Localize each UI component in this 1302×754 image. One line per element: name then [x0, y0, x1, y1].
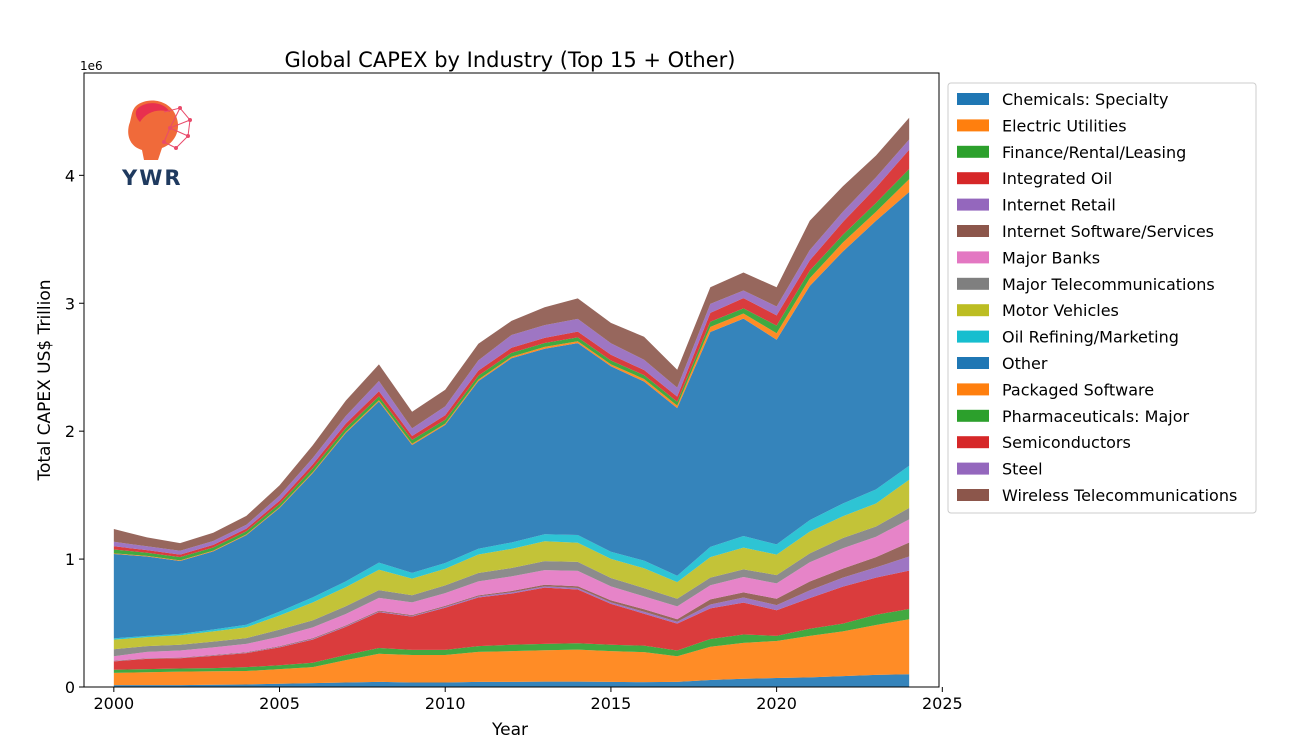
legend-swatch-chemicals-specialty — [957, 93, 989, 105]
x-tick-label: 2010 — [425, 694, 466, 713]
legend-swatch-finance-rental-leasing — [957, 145, 989, 158]
legend-label-electric-utilities: Electric Utilities — [1002, 116, 1127, 135]
y-axis-scale-label: 1e6 — [80, 59, 103, 73]
x-tick-label: 2025 — [922, 694, 963, 713]
legend-swatch-integrated-oil — [957, 172, 989, 185]
x-tick-label: 2005 — [259, 694, 300, 713]
area-motor-vehicles — [113, 479, 910, 650]
legend-swatch-other — [957, 357, 989, 369]
area-finance-rental-leasing — [113, 608, 910, 673]
legend-swatch-motor-vehicles — [957, 304, 989, 317]
legend-label-finance-rental-leasing: Finance/Rental/Leasing — [1002, 143, 1186, 162]
legend-label-steel: Steel — [1002, 460, 1043, 479]
x-axis-label: Year — [491, 720, 528, 740]
legend-label-packaged-software: Packaged Software — [1002, 380, 1154, 399]
legend-swatch-major-telecommunications — [957, 277, 989, 290]
legend: Chemicals: Specialty Electric Utilities Fi… — [947, 82, 1257, 514]
legend-label-oil-refining-marketing: Oil Refining/Marketing — [1002, 328, 1179, 347]
y-tick-label: 2 — [65, 422, 75, 441]
area-chemicals-specialty — [113, 674, 910, 687]
legend-label-major-telecommunications: Major Telecommunications — [1002, 275, 1215, 294]
legend-label-integrated-oil: Integrated Oil — [1002, 169, 1112, 188]
legend-label-other: Other — [1002, 354, 1048, 373]
y-axis-ticks: 0 1 2 3 4 — [65, 166, 84, 697]
area-electric-utilities — [113, 619, 910, 686]
area-wireless-telecommunications — [113, 117, 910, 551]
plot-frame — [83, 72, 940, 688]
legend-label-major-banks: Major Banks — [1002, 248, 1100, 267]
legend-label-internet-retail: Internet Retail — [1002, 196, 1116, 215]
legend-swatch-steel — [957, 462, 989, 475]
logo-head-highlight — [135, 103, 170, 122]
legend-swatch-packaged-software — [957, 383, 989, 396]
y-tick-label: 4 — [65, 166, 75, 185]
legend-swatch-pharmaceuticals-major — [957, 409, 989, 422]
area-integrated-oil — [113, 570, 910, 670]
ywr-logo — [128, 100, 192, 160]
logo-nodes — [162, 106, 192, 150]
legend-label-wireless-telecommunications: Wireless Telecommunications — [1002, 486, 1237, 505]
legend-swatch-internet-retail — [957, 198, 989, 211]
chart-title: Global CAPEX by Industry (Top 15 + Other… — [285, 48, 736, 72]
y-axis-label: Total CAPEX US$ Trillion — [35, 279, 55, 481]
legend-swatch-major-banks — [957, 251, 989, 264]
legend-swatch-internet-software-services — [957, 225, 989, 237]
legend-swatch-electric-utilities — [957, 119, 989, 132]
area-layers — [113, 117, 910, 687]
area-major-banks — [113, 519, 910, 661]
x-axis-ticks: 2000 2005 2010 2015 2020 2025 — [93, 687, 963, 713]
area-other — [113, 191, 910, 639]
logo-network — [163, 107, 191, 149]
y-tick-label: 1 — [65, 550, 75, 569]
legend-swatch-wireless-telecommunications — [957, 489, 989, 501]
area-steel — [113, 139, 910, 555]
legend-swatch-oil-refining-marketing — [957, 330, 989, 343]
x-tick-label: 2000 — [93, 694, 134, 713]
y-tick-label: 3 — [65, 294, 75, 313]
legend-label-chemicals-specialty: Chemicals: Specialty — [1002, 90, 1168, 109]
y-tick-label: 0 — [65, 678, 75, 697]
legend-label-pharmaceuticals-major: Pharmaceuticals: Major — [1002, 407, 1189, 426]
legend-box — [947, 82, 1257, 514]
legend-label-internet-software-services: Internet Software/Services — [1002, 222, 1214, 241]
x-tick-label: 2015 — [591, 694, 632, 713]
legend-swatch-semiconductors — [957, 436, 989, 449]
legend-label-motor-vehicles: Motor Vehicles — [1002, 301, 1119, 320]
x-tick-label: 2020 — [756, 694, 797, 713]
logo-text: YWR — [122, 166, 183, 190]
legend-label-semiconductors: Semiconductors — [1002, 433, 1131, 452]
